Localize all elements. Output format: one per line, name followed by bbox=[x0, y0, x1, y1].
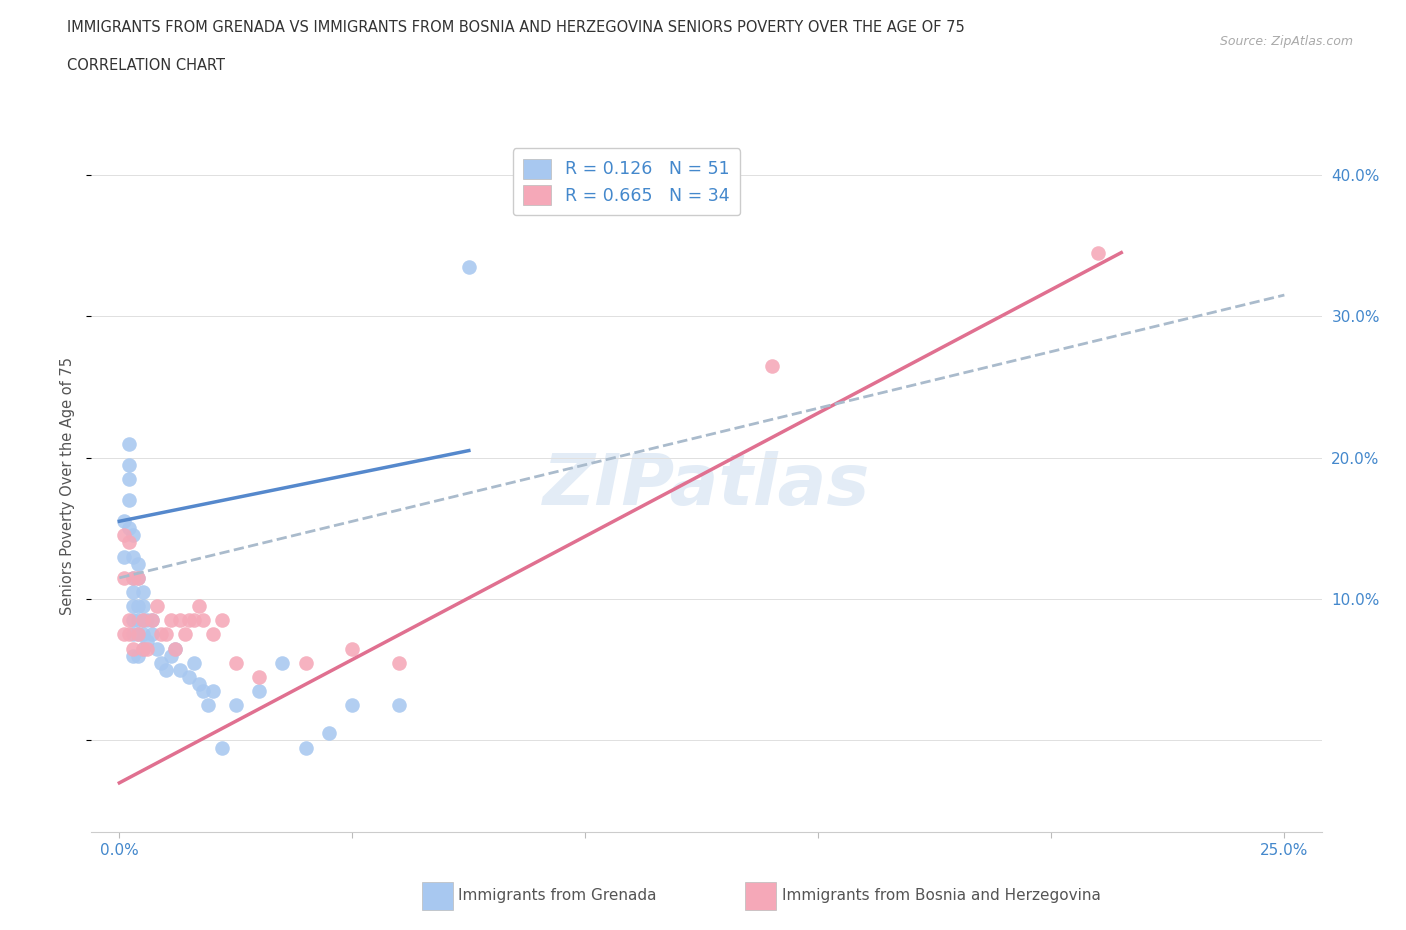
Y-axis label: Seniors Poverty Over the Age of 75: Seniors Poverty Over the Age of 75 bbox=[59, 357, 75, 615]
Point bbox=[271, 656, 294, 671]
Point bbox=[173, 627, 195, 642]
Point bbox=[141, 627, 163, 642]
Point bbox=[211, 740, 233, 755]
Point bbox=[122, 585, 145, 600]
Point bbox=[761, 358, 783, 373]
Point bbox=[155, 662, 177, 677]
Point bbox=[127, 613, 149, 628]
Point bbox=[145, 641, 167, 656]
Point bbox=[165, 641, 187, 656]
Point bbox=[131, 613, 153, 628]
Point bbox=[131, 641, 153, 656]
Point bbox=[122, 641, 145, 656]
Point bbox=[247, 684, 270, 698]
Point bbox=[131, 613, 153, 628]
Point bbox=[112, 528, 135, 543]
Point bbox=[1087, 246, 1109, 260]
Point bbox=[112, 570, 135, 585]
Point bbox=[150, 627, 173, 642]
Point bbox=[122, 570, 145, 585]
Point bbox=[127, 627, 149, 642]
Point bbox=[127, 648, 149, 663]
Point bbox=[131, 599, 153, 614]
Point bbox=[179, 670, 201, 684]
Point bbox=[294, 740, 316, 755]
Point bbox=[183, 613, 205, 628]
Point bbox=[131, 585, 153, 600]
Point bbox=[225, 656, 247, 671]
Point bbox=[112, 514, 135, 529]
Point bbox=[131, 627, 153, 642]
Point bbox=[112, 627, 135, 642]
Point bbox=[201, 627, 224, 642]
Point bbox=[318, 726, 340, 741]
Point bbox=[169, 662, 191, 677]
Point bbox=[127, 599, 149, 614]
Point bbox=[127, 570, 149, 585]
Point bbox=[187, 599, 209, 614]
Point bbox=[112, 550, 135, 565]
Point bbox=[179, 613, 201, 628]
Point bbox=[388, 656, 411, 671]
Point bbox=[122, 613, 145, 628]
Point bbox=[342, 698, 364, 712]
Point bbox=[183, 656, 205, 671]
Point bbox=[169, 613, 191, 628]
Point bbox=[145, 599, 167, 614]
Point bbox=[118, 436, 141, 451]
Point bbox=[159, 613, 181, 628]
Point bbox=[127, 556, 149, 571]
Point bbox=[155, 627, 177, 642]
Point bbox=[136, 613, 159, 628]
Point bbox=[136, 641, 159, 656]
Point bbox=[122, 648, 145, 663]
Point bbox=[247, 670, 270, 684]
Point bbox=[127, 627, 149, 642]
Text: Source: ZipAtlas.com: Source: ZipAtlas.com bbox=[1219, 35, 1353, 48]
Text: IMMIGRANTS FROM GRENADA VS IMMIGRANTS FROM BOSNIA AND HERZEGOVINA SENIORS POVERT: IMMIGRANTS FROM GRENADA VS IMMIGRANTS FR… bbox=[67, 20, 966, 35]
Point bbox=[197, 698, 219, 712]
Point bbox=[193, 613, 215, 628]
Point bbox=[211, 613, 233, 628]
Point bbox=[187, 676, 209, 691]
Point bbox=[122, 528, 145, 543]
Point bbox=[225, 698, 247, 712]
Point bbox=[159, 648, 181, 663]
Point bbox=[294, 656, 316, 671]
Point bbox=[122, 550, 145, 565]
Point bbox=[122, 570, 145, 585]
Point bbox=[141, 613, 163, 628]
Point bbox=[118, 613, 141, 628]
Text: Immigrants from Bosnia and Herzegovina: Immigrants from Bosnia and Herzegovina bbox=[782, 888, 1101, 903]
Text: Immigrants from Grenada: Immigrants from Grenada bbox=[458, 888, 657, 903]
Point bbox=[122, 627, 145, 642]
Point bbox=[141, 613, 163, 628]
Point bbox=[136, 634, 159, 649]
Point bbox=[118, 535, 141, 550]
Point bbox=[118, 627, 141, 642]
Point bbox=[342, 641, 364, 656]
Point bbox=[122, 599, 145, 614]
Text: CORRELATION CHART: CORRELATION CHART bbox=[67, 58, 225, 73]
Point bbox=[388, 698, 411, 712]
Point bbox=[118, 458, 141, 472]
Point bbox=[118, 493, 141, 508]
Point bbox=[457, 259, 479, 274]
Point bbox=[131, 641, 153, 656]
Point bbox=[127, 570, 149, 585]
Point bbox=[150, 656, 173, 671]
Point bbox=[201, 684, 224, 698]
Text: ZIPatlas: ZIPatlas bbox=[543, 451, 870, 521]
Point bbox=[165, 641, 187, 656]
Point bbox=[118, 472, 141, 486]
Point bbox=[118, 521, 141, 536]
Point bbox=[193, 684, 215, 698]
Legend: R = 0.126   N = 51, R = 0.665   N = 34: R = 0.126 N = 51, R = 0.665 N = 34 bbox=[513, 148, 740, 215]
